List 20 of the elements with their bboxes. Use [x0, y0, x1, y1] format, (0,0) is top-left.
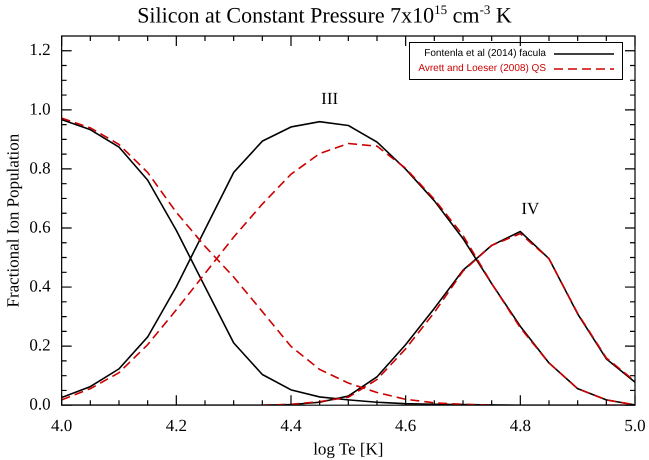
text: Avrett and Loeser (2008) QS: [418, 63, 546, 74]
y-tick-label: 0.6: [29, 217, 51, 236]
x-tick-label: 4.8: [510, 416, 531, 435]
x-tick-label: 4.0: [51, 416, 72, 435]
annotation: IV: [521, 198, 540, 218]
chart-title: Silicon at Constant Pressure 7x10$^{15}$ cm$^{-3}$ K: [136, 2, 513, 28]
x-axis-title: log Te [K]: [313, 439, 384, 458]
x-tick-label: 4.4: [280, 416, 302, 435]
y-tick-label: 1.0: [29, 99, 51, 118]
y-tick-label: 0.0: [29, 394, 51, 414]
x-tick-label: 5.0: [624, 416, 646, 435]
y-tick-label: 0.8: [29, 158, 51, 178]
y-tick-label: 1.2: [29, 40, 51, 60]
x-tick-label: 4.6: [395, 416, 416, 435]
y-tick-label: 0.4: [29, 276, 52, 296]
y-axis-title: Fractional Ion Population: [4, 133, 23, 308]
y-tick-label: 0.2: [29, 336, 51, 355]
x-tick-label: 4.2: [166, 416, 187, 435]
annotation: III: [321, 89, 338, 108]
legend-label: Fontenla et al (2014) facula: [424, 48, 546, 59]
